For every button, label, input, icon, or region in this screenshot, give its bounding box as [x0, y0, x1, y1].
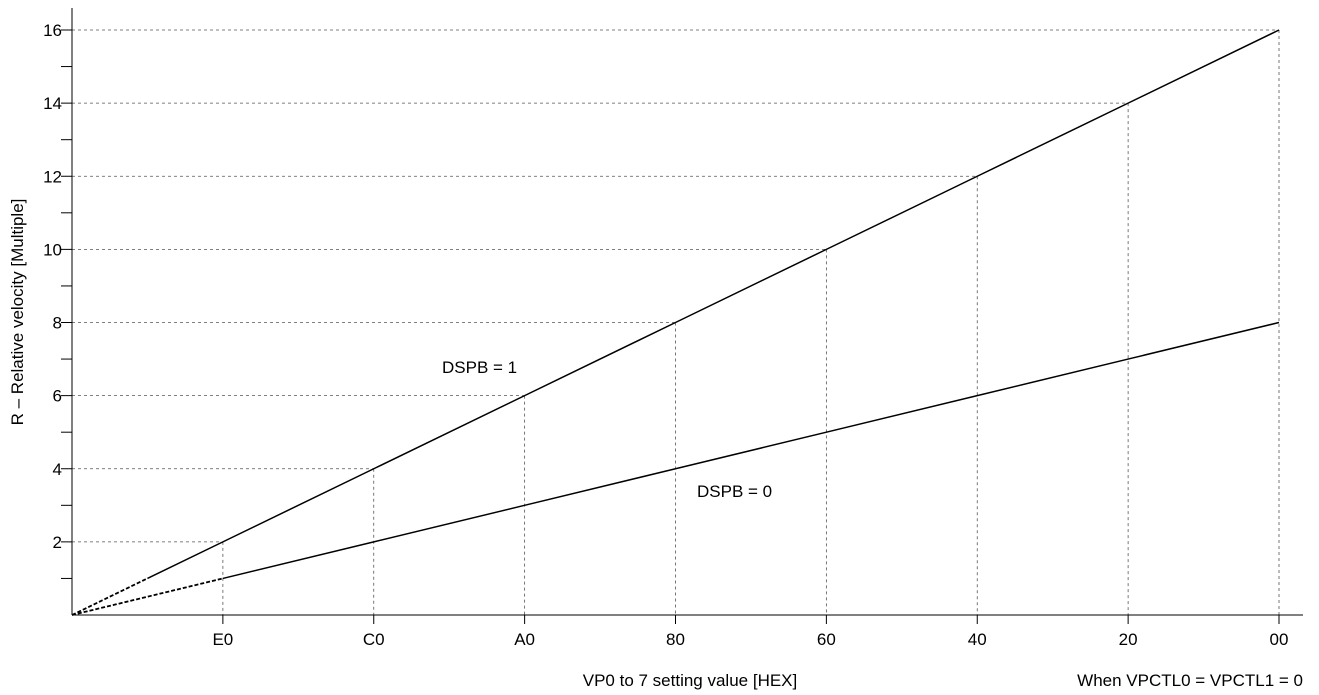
series-label-dspb0: DSPB = 0: [697, 482, 772, 501]
series-lines: [71, 29, 1280, 616]
x-tick-label: 60: [817, 630, 836, 649]
x-tick-label: 20: [1119, 630, 1138, 649]
x-tick-label: 80: [666, 630, 685, 649]
y-tick-label: 2: [53, 533, 62, 552]
x-tick-label: C0: [363, 630, 385, 649]
y-tick-label: 12: [43, 167, 62, 186]
x-tick-label: 40: [968, 630, 987, 649]
y-tick-label: 14: [43, 94, 62, 113]
x-tick-label: A0: [514, 630, 535, 649]
series-line-0: [147, 29, 1280, 580]
y-tick-label: 16: [43, 21, 62, 40]
axes: [61, 8, 1303, 624]
series-extrapolation-1: [71, 577, 224, 616]
y-tick-label: 8: [53, 314, 62, 333]
condition-note: When VPCTL0 = VPCTL1 = 0: [1077, 671, 1303, 690]
x-tick-label: 00: [1270, 630, 1289, 649]
y-axis-title: R – Relative velocity [Multiple]: [8, 199, 27, 426]
y-tick-label: 4: [53, 460, 62, 479]
tick-labels: 2 4 6 8 10 12 14 16 E0 C0 A0 80 60 40 20 00: [43, 21, 1288, 649]
series-extrapolation-0: [71, 577, 148, 616]
y-tick-label: 10: [43, 240, 62, 259]
x-axis-title: VP0 to 7 setting value [HEX]: [583, 671, 798, 690]
series-line-1: [222, 321, 1280, 580]
series-label-dspb1: DSPB = 1: [442, 358, 517, 377]
y-tick-label: 6: [53, 387, 62, 406]
x-tick-label: E0: [212, 630, 233, 649]
